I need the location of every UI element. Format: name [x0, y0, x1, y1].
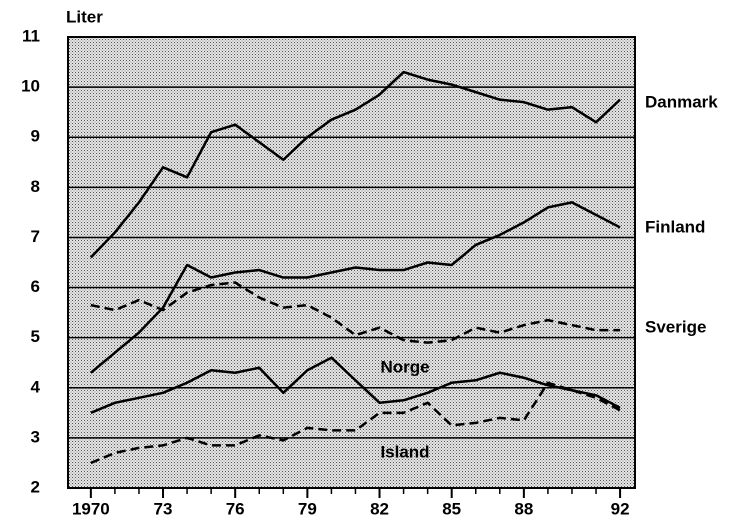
x-tick-label: 76 [226, 499, 245, 518]
x-tick-label: 79 [298, 499, 317, 518]
y-tick-label: 9 [31, 127, 40, 146]
series-label: Norge [380, 357, 429, 376]
plot-area [67, 36, 636, 489]
y-tick-label: 3 [31, 427, 40, 446]
y-tick-label: 10 [21, 77, 40, 96]
y-tick-label: 7 [31, 227, 40, 246]
x-tick-label: 1970 [72, 499, 110, 518]
x-tick-label: 88 [514, 499, 533, 518]
y-tick-label: 4 [31, 377, 41, 396]
series-label: Danmark [645, 92, 718, 111]
y-tick-label: 2 [31, 477, 40, 496]
y-tick-label: 11 [22, 26, 40, 45]
y-tick-label: 6 [31, 277, 40, 296]
y-tick-label: 5 [31, 327, 40, 346]
x-tick-label: 82 [370, 499, 389, 518]
x-tick-label: 92 [611, 499, 630, 518]
series-line [90, 201, 621, 374]
series-line [90, 356, 621, 414]
series-line [90, 381, 621, 465]
series-line [89, 70, 621, 259]
series-label: Sverige [645, 317, 706, 336]
x-tick-label: 73 [154, 499, 173, 518]
y-axis-title: Liter [66, 7, 103, 26]
series-label: Finland [645, 217, 705, 236]
y-tick-label: 8 [31, 177, 40, 196]
series-line [90, 281, 621, 344]
series-label: Island [380, 442, 429, 461]
x-tick-label: 85 [442, 499, 461, 518]
